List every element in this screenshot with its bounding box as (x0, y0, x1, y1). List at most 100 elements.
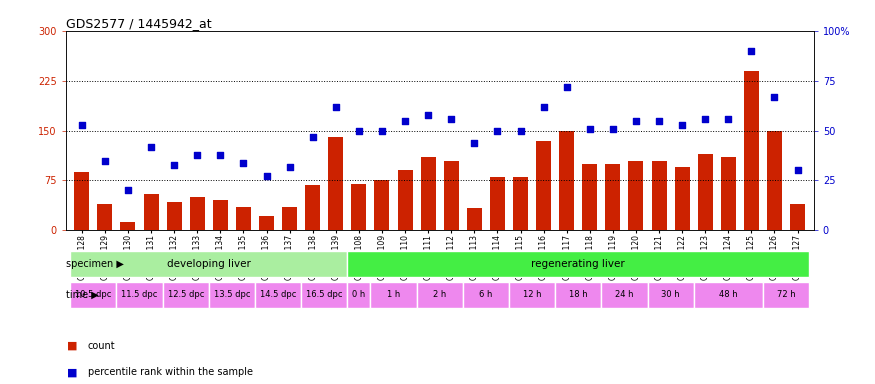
Bar (582, 164, 598, 230)
Text: 2 h: 2 h (433, 290, 446, 299)
Bar (697, 154, 713, 230)
Point (721, 116, 735, 122)
Bar (116, 282, 163, 308)
Point (375, 127, 389, 134)
Point (214, 151, 228, 157)
Text: percentile rank within the sample: percentile rank within the sample (88, 367, 253, 377)
Bar (490, 177, 505, 230)
Bar (166, 202, 182, 230)
Bar (652, 161, 667, 230)
Bar (790, 204, 805, 230)
Bar (370, 282, 416, 308)
Text: 72 h: 72 h (777, 290, 795, 299)
Bar (767, 131, 782, 230)
Point (421, 111, 435, 118)
Text: 16.5 dpc: 16.5 dpc (306, 290, 342, 299)
Point (698, 116, 712, 122)
Text: 24 h: 24 h (615, 290, 634, 299)
Bar (347, 251, 809, 277)
Point (398, 118, 412, 124)
Text: developing liver: developing liver (167, 259, 251, 269)
Bar (601, 282, 648, 308)
Bar (70, 282, 116, 308)
Point (514, 127, 528, 134)
Bar (144, 194, 158, 230)
Text: 0 h: 0 h (353, 290, 366, 299)
Point (606, 126, 620, 132)
Point (490, 127, 504, 134)
Bar (352, 184, 367, 230)
Bar (463, 282, 509, 308)
Point (236, 159, 250, 166)
Text: regenerating liver: regenerating liver (531, 259, 625, 269)
Point (352, 127, 366, 134)
Point (444, 116, 458, 122)
Bar (421, 157, 436, 230)
Point (190, 151, 204, 157)
Text: 48 h: 48 h (719, 290, 738, 299)
Text: GDS2577 / 1445942_at: GDS2577 / 1445942_at (66, 17, 211, 30)
Bar (70, 251, 347, 277)
Text: 11.5 dpc: 11.5 dpc (122, 290, 158, 299)
Text: 6 h: 6 h (480, 290, 493, 299)
Bar (190, 197, 205, 230)
Bar (282, 207, 298, 230)
Point (121, 187, 135, 194)
Text: 30 h: 30 h (662, 290, 680, 299)
Point (167, 161, 181, 167)
Point (283, 164, 297, 170)
Bar (606, 164, 620, 230)
Point (536, 104, 550, 110)
Bar (97, 204, 112, 230)
Point (745, 48, 759, 54)
Text: 10.5 dpc: 10.5 dpc (75, 290, 111, 299)
Point (676, 121, 690, 127)
Point (144, 144, 158, 150)
Bar (559, 131, 574, 230)
Text: 13.5 dpc: 13.5 dpc (214, 290, 250, 299)
Bar (209, 282, 255, 308)
Bar (744, 71, 759, 230)
Point (791, 167, 805, 174)
Text: 14.5 dpc: 14.5 dpc (260, 290, 297, 299)
Bar (236, 207, 251, 230)
Point (583, 126, 597, 132)
Bar (163, 282, 209, 308)
Bar (374, 180, 389, 230)
Point (652, 118, 666, 124)
Bar (301, 282, 347, 308)
Bar (259, 216, 274, 230)
Bar (397, 170, 412, 230)
Bar (694, 282, 763, 308)
Bar (721, 157, 736, 230)
Bar (347, 282, 370, 308)
Bar (555, 282, 601, 308)
Point (629, 118, 643, 124)
Text: ■: ■ (67, 341, 78, 351)
Bar (416, 282, 463, 308)
Bar (675, 167, 690, 230)
Text: count: count (88, 341, 116, 351)
Bar (536, 141, 551, 230)
Point (467, 139, 481, 146)
Bar (328, 137, 343, 230)
Bar (255, 282, 301, 308)
Bar (628, 161, 643, 230)
Text: specimen ▶: specimen ▶ (66, 259, 124, 269)
Bar (444, 161, 458, 230)
Point (560, 84, 574, 90)
Text: 18 h: 18 h (569, 290, 587, 299)
Bar (467, 209, 482, 230)
Text: 1 h: 1 h (387, 290, 400, 299)
Bar (763, 282, 809, 308)
Point (329, 104, 343, 110)
Bar (121, 222, 136, 230)
Text: ■: ■ (67, 367, 78, 377)
Text: 12 h: 12 h (522, 290, 542, 299)
Bar (213, 200, 228, 230)
Bar (305, 185, 320, 230)
Bar (74, 172, 89, 230)
Bar (648, 282, 694, 308)
Bar (509, 282, 555, 308)
Point (767, 94, 781, 100)
